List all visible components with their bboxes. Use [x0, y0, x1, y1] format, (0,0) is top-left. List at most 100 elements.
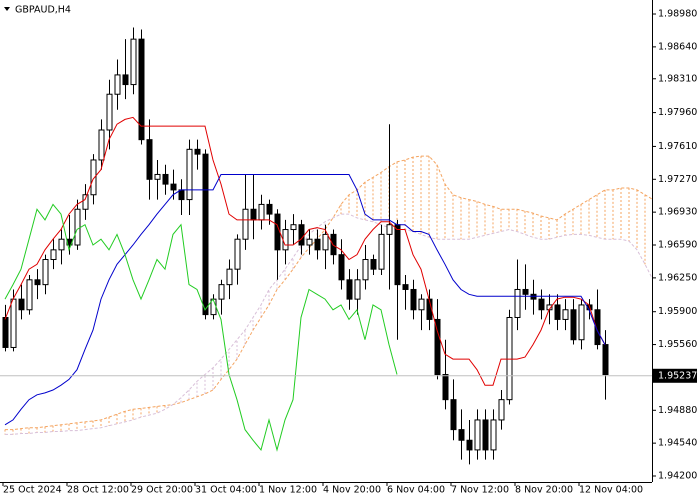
candle-body — [170, 183, 177, 191]
candle-body — [378, 233, 385, 270]
candle-body — [330, 233, 337, 256]
y-tick-label: 1.97960 — [658, 107, 697, 118]
candle-body — [386, 224, 393, 235]
candle-body — [578, 304, 585, 341]
candle-body — [346, 279, 353, 300]
y-tick-label: 1.94880 — [658, 405, 697, 416]
candle-body — [34, 279, 41, 286]
x-tick-label: 28 Oct 12:00 — [67, 485, 129, 496]
x-tick-label: 29 Oct 20:00 — [131, 485, 193, 496]
candle-body — [498, 399, 505, 421]
candle-body — [2, 316, 9, 348]
senkou-span-a — [5, 155, 652, 431]
candle-body — [394, 224, 401, 286]
y-tick-label: 1.95900 — [658, 306, 697, 317]
candle-body — [538, 298, 545, 311]
candle-body — [146, 139, 153, 180]
candle-body — [258, 203, 265, 221]
y-tick-label: 1.94540 — [658, 438, 697, 449]
candle-body — [162, 173, 169, 185]
kijun-line — [4, 174, 606, 426]
candle-body — [474, 419, 481, 451]
candle-body — [554, 304, 561, 320]
candle-body — [26, 279, 33, 311]
candle-body — [402, 284, 409, 290]
symbol-arrow — [4, 7, 10, 11]
candle-body — [74, 208, 81, 246]
candle-body — [58, 238, 65, 251]
candle-body — [322, 233, 329, 251]
candle-body — [130, 38, 137, 86]
candle-body — [490, 419, 497, 451]
candle-body — [98, 129, 105, 161]
candle-body — [562, 309, 569, 320]
candle-body — [506, 316, 513, 401]
candle-body — [522, 288, 529, 295]
candle-body — [362, 259, 369, 281]
candle-body — [266, 203, 273, 215]
senkou-span-b — [5, 213, 652, 435]
candle-body — [450, 399, 457, 431]
candle-body — [138, 38, 145, 141]
candle-body — [154, 173, 161, 180]
candle-body — [458, 429, 465, 441]
candle-body — [530, 293, 537, 300]
candle-body — [186, 148, 193, 201]
x-tick-label: 31 Oct 04:00 — [195, 485, 257, 496]
candle-body — [602, 344, 609, 376]
tenkan-line — [4, 116, 606, 386]
candle-body — [242, 208, 249, 240]
candle-body — [122, 74, 129, 86]
current-price-label: 1.95237 — [658, 370, 697, 381]
y-tick-label: 1.97610 — [658, 141, 697, 152]
candle-body — [106, 93, 113, 131]
y-tick-label: 1.94200 — [658, 471, 697, 482]
candle-body — [418, 298, 425, 311]
candle-body — [10, 298, 17, 348]
candle-body — [482, 419, 489, 451]
candle-body — [194, 148, 201, 155]
chart-title: GBPAUD,H4 — [15, 5, 71, 16]
candle-body — [410, 288, 417, 311]
candle-body — [250, 208, 257, 221]
candle-body — [50, 249, 57, 261]
candle-body — [434, 318, 441, 376]
candle-body — [274, 213, 281, 251]
candle-body — [370, 259, 377, 270]
y-tick-label: 1.95560 — [658, 339, 697, 350]
candle-body — [202, 153, 209, 316]
x-tick-label: 7 Nov 12:00 — [451, 485, 509, 496]
candle-body — [514, 288, 521, 318]
chikou-line — [4, 203, 398, 452]
candle-body — [466, 439, 473, 451]
x-tick-label: 1 Nov 12:00 — [259, 485, 317, 496]
y-tick-label: 1.96250 — [658, 272, 697, 283]
y-tick-label: 1.98640 — [658, 41, 697, 52]
y-tick-label: 1.98980 — [658, 9, 697, 20]
candle-body — [234, 238, 241, 270]
x-tick-label: 4 Nov 20:00 — [323, 485, 381, 496]
candle-body — [82, 194, 89, 210]
candle-body — [354, 279, 361, 300]
candle-body — [594, 309, 601, 346]
candle-body — [282, 229, 289, 251]
candle-body — [114, 74, 121, 95]
candle-body — [226, 268, 233, 286]
candle-body — [178, 189, 185, 201]
candle-body — [338, 254, 345, 281]
x-tick-label: 25 Oct 2024 — [3, 485, 62, 496]
candle-body — [314, 238, 321, 251]
x-tick-label: 12 Nov 04:00 — [579, 485, 643, 496]
x-tick-label: 6 Nov 04:00 — [387, 485, 445, 496]
candle-body — [298, 224, 305, 246]
y-tick-label: 1.98310 — [658, 73, 697, 84]
candle-body — [218, 284, 225, 300]
x-tick-label: 8 Nov 20:00 — [515, 485, 573, 496]
candle-body — [570, 309, 577, 341]
candle-body — [42, 259, 49, 286]
y-tick-label: 1.96930 — [658, 207, 697, 218]
y-tick-label: 1.97270 — [658, 174, 697, 185]
plot-area — [2, 27, 652, 465]
